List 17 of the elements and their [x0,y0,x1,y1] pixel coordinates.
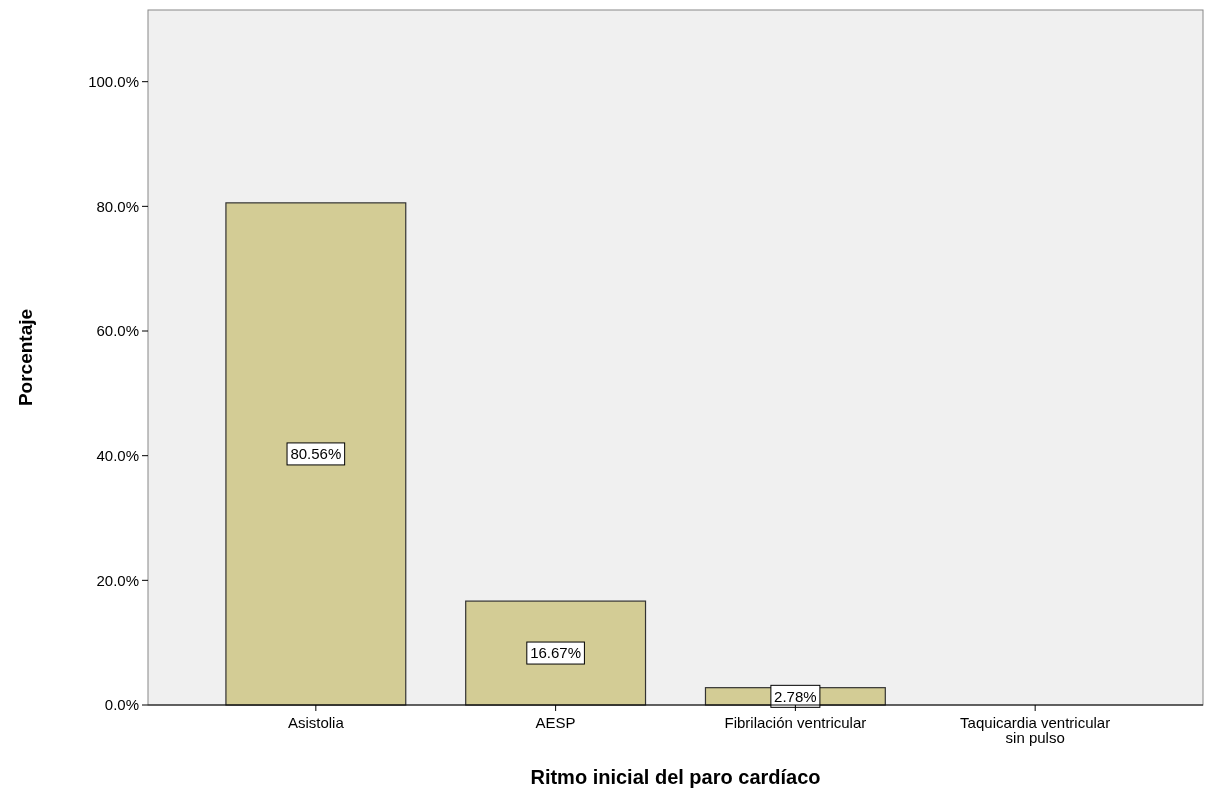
y-tick-label: 100.0% [88,72,139,90]
data-label: 16.67% [530,644,582,662]
y-axis-title: Porcentaje [15,308,36,407]
y-tick-label: 20.0% [96,571,139,589]
bar [225,202,407,706]
x-tick-label: AESP [535,714,576,731]
data-label: 2.78% [774,687,817,705]
data-label: 80.56% [290,445,342,463]
x-axis-title: Ritmo inicial del paro cardíaco [530,766,821,788]
x-tick-label: Taquicardia ventricular sin pulso [960,714,1111,746]
y-tick-label: 40.0% [96,446,139,464]
y-tick-label: 0.0% [104,696,139,714]
x-tick-label: Fibrilación ventricular [724,714,867,731]
x-tick-label: Asistolia [287,714,345,731]
y-tick-label: 80.0% [96,197,139,215]
y-tick-label: 60.0% [96,322,139,340]
bar [465,600,647,706]
